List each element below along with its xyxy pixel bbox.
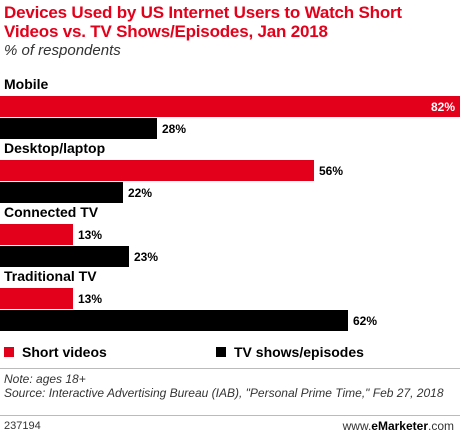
legend: Short videos TV shows/episodes: [0, 344, 460, 362]
legend-label-short-videos: Short videos: [22, 344, 107, 360]
note-text: Note: ages 18+: [4, 372, 86, 386]
value-label-tv-shows-episodes-mobile: 28%: [162, 122, 186, 136]
legend-item-tv-shows: TV shows/episodes: [216, 344, 364, 360]
value-label-tv-shows-episodes-traditional-tv: 62%: [353, 314, 377, 328]
notes: Note: ages 18+ Source: Interactive Adver…: [4, 372, 454, 400]
bar-short-videos-desktop-laptop: [0, 160, 314, 181]
value-label-tv-shows-episodes-connected-tv: 23%: [134, 250, 158, 264]
bar-short-videos-connected-tv: [0, 224, 73, 245]
chart-id: 237194: [4, 420, 41, 432]
legend-item-short-videos: Short videos: [4, 344, 107, 360]
value-label-short-videos-connected-tv: 13%: [78, 228, 102, 242]
value-label-short-videos-mobile: 82%: [431, 100, 455, 114]
legend-swatch-short-videos: [4, 347, 14, 357]
value-label-short-videos-desktop-laptop: 56%: [319, 164, 343, 178]
brand-suffix: .com: [427, 419, 454, 433]
bar-tv-shows-episodes-desktop-laptop: [0, 182, 123, 203]
chart-title: Devices Used by US Internet Users to Wat…: [4, 3, 402, 41]
brand-name: eMarketer: [371, 419, 428, 433]
bar-short-videos-mobile: [0, 96, 460, 117]
source-text: Source: Interactive Advertising Bureau (…: [4, 386, 444, 400]
divider-top: [0, 368, 460, 369]
bar-chart: Mobile 82% 28% Desktop/laptop 56% 22% Connecte…: [0, 76, 460, 331]
category-label-traditional-tv: Traditional TV: [4, 268, 97, 284]
value-label-short-videos-traditional-tv: 13%: [78, 292, 102, 306]
category-label-desktop-laptop: Desktop/laptop: [4, 140, 105, 156]
bar-tv-shows-episodes-mobile: [0, 118, 157, 139]
bar-tv-shows-episodes-connected-tv: [0, 246, 129, 267]
category-label-mobile: Mobile: [4, 76, 49, 92]
bar-short-videos-traditional-tv: [0, 288, 73, 309]
category-label-connected-tv: Connected TV: [4, 204, 99, 220]
value-label-tv-shows-episodes-desktop-laptop: 22%: [128, 186, 152, 200]
brand-prefix: www.: [342, 419, 372, 433]
legend-swatch-tv-shows: [216, 347, 226, 357]
chart-subtitle: % of respondents: [4, 42, 121, 59]
divider-bottom: [0, 415, 460, 416]
brand-link[interactable]: www.eMarketer.com: [343, 419, 454, 433]
bar-tv-shows-episodes-traditional-tv: [0, 310, 348, 331]
legend-label-tv-shows: TV shows/episodes: [234, 344, 364, 360]
